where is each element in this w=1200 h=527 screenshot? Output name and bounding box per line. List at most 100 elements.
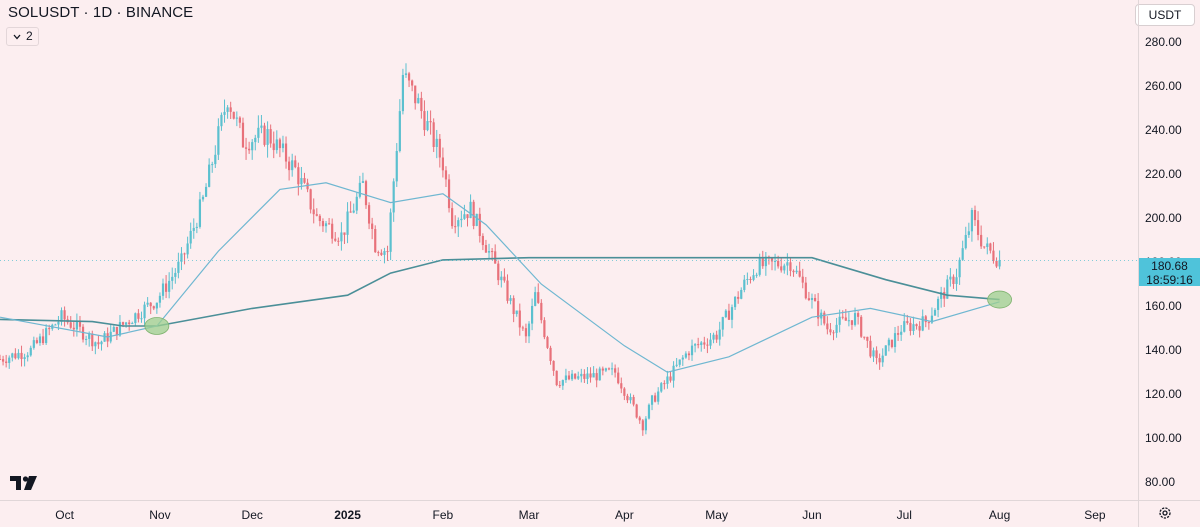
candle-body xyxy=(592,373,595,378)
candle-body xyxy=(115,326,118,336)
candle-body xyxy=(604,368,608,371)
price-chart[interactable] xyxy=(0,0,1138,500)
candle-body xyxy=(300,178,303,185)
candle-body xyxy=(355,196,358,211)
candle-body xyxy=(946,279,949,299)
candle-body xyxy=(324,223,328,227)
candle-body xyxy=(38,336,42,343)
candle-body xyxy=(614,368,617,373)
candle-body xyxy=(444,170,448,180)
candle-body xyxy=(380,252,383,255)
candle-body xyxy=(152,306,155,309)
candle-body xyxy=(620,383,623,389)
candle-body xyxy=(503,276,506,281)
candle-body xyxy=(746,278,749,280)
candle-body xyxy=(660,383,663,392)
candle-body xyxy=(72,327,75,330)
candle-body xyxy=(457,220,460,227)
candle-body xyxy=(949,276,952,280)
candle-body xyxy=(983,246,986,248)
candle-body xyxy=(546,337,549,348)
candle-body xyxy=(426,121,429,131)
candle-body xyxy=(420,97,423,112)
candle-body xyxy=(423,111,426,131)
candle-body xyxy=(438,138,441,158)
candle-body xyxy=(491,251,494,253)
candle-body xyxy=(125,322,128,325)
candle-body xyxy=(577,376,580,379)
tradingview-logo[interactable] xyxy=(10,474,40,492)
candle-body xyxy=(128,322,131,324)
currency-button[interactable]: USDT xyxy=(1135,4,1195,26)
candle-body xyxy=(998,260,1001,267)
time-scale[interactable] xyxy=(0,500,1138,527)
candle-body xyxy=(850,320,854,325)
candle-body xyxy=(198,199,202,227)
candle-body xyxy=(294,160,297,168)
candle-body xyxy=(715,334,718,340)
candle-body xyxy=(487,251,491,253)
candle-body xyxy=(933,309,937,316)
candle-body xyxy=(364,181,368,206)
candle-body xyxy=(343,232,346,235)
candle-body xyxy=(900,331,903,335)
candle-body xyxy=(303,178,306,183)
candle-body xyxy=(349,211,352,213)
candle-body xyxy=(284,143,288,162)
symbol-title[interactable]: SOLUSDT · 1D · BINANCE xyxy=(8,4,194,21)
candle-body xyxy=(887,339,890,346)
candle-body xyxy=(912,324,915,331)
candle-body xyxy=(607,368,611,370)
candle-body xyxy=(758,258,761,275)
candle-body xyxy=(14,353,17,359)
price-scale[interactable] xyxy=(1138,0,1200,500)
indicator-toggle-button[interactable]: 2 xyxy=(6,27,39,46)
price-tick-label: 160.00 xyxy=(1145,299,1182,314)
candle-body xyxy=(986,243,989,248)
candle-body xyxy=(626,395,629,401)
candle-body xyxy=(238,117,242,123)
chart-area[interactable] xyxy=(0,0,1138,500)
candle-body xyxy=(509,298,512,301)
candle-body xyxy=(813,297,817,302)
candle-body xyxy=(97,342,100,345)
candle-body xyxy=(521,327,524,329)
candle-body xyxy=(478,213,481,236)
candle-body xyxy=(248,148,251,151)
candle-body xyxy=(211,164,214,166)
candle-body xyxy=(595,373,598,381)
candle-body xyxy=(60,310,63,322)
candle-body xyxy=(432,122,435,147)
candle-body xyxy=(241,122,245,148)
candle-body xyxy=(598,368,601,381)
candle-body xyxy=(318,215,321,221)
candle-body xyxy=(192,227,195,231)
candle-body xyxy=(48,328,51,330)
candle-body xyxy=(275,139,278,151)
candle-body xyxy=(257,127,260,138)
candle-body xyxy=(392,181,395,213)
candle-body xyxy=(980,234,983,247)
candle-body xyxy=(112,326,115,332)
candle-body xyxy=(389,212,392,252)
candle-body xyxy=(829,329,832,333)
candle-body xyxy=(214,154,217,165)
candle-body xyxy=(940,291,943,299)
candle-body xyxy=(992,250,995,261)
candle-body xyxy=(309,189,312,210)
candle-body xyxy=(906,321,909,323)
candle-body xyxy=(869,340,872,357)
candle-body xyxy=(860,316,863,337)
candle-body xyxy=(903,321,906,332)
candle-body xyxy=(481,235,484,246)
candle-body xyxy=(272,143,275,151)
candle-body xyxy=(770,257,774,262)
candle-body xyxy=(429,121,432,123)
candle-body xyxy=(466,214,469,219)
candle-body xyxy=(896,333,900,335)
candle-body xyxy=(893,333,897,348)
last-price-value: 180.68 xyxy=(1151,259,1188,273)
candle-body xyxy=(315,214,318,216)
gear-icon[interactable] xyxy=(1158,506,1172,520)
candle-body xyxy=(610,368,614,370)
